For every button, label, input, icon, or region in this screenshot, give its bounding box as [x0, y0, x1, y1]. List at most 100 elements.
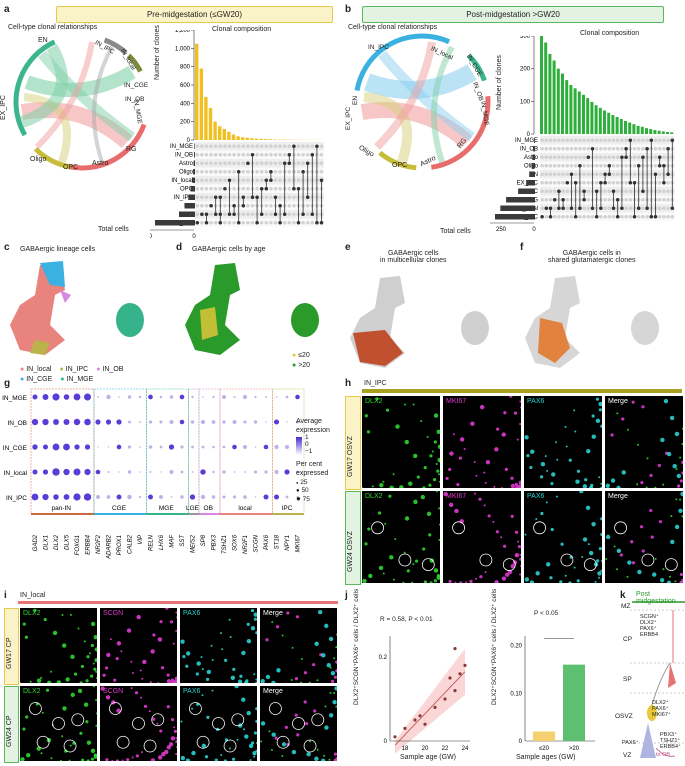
expression-dot	[64, 394, 70, 400]
b-matrix-dot	[553, 164, 557, 168]
panel-d-title: GABAergic cells by age	[192, 246, 266, 253]
b-matrix-dot	[654, 155, 658, 159]
b-clone-bar	[628, 123, 631, 134]
expression-dot	[53, 444, 60, 451]
b-matrix-dot	[616, 138, 620, 142]
channel-label: DLX2	[365, 398, 383, 405]
a-matrix-dot	[196, 221, 200, 225]
gene-label: PAX6	[264, 534, 270, 550]
a-matrix-dot	[297, 161, 301, 165]
a-matrix-dot	[301, 161, 305, 165]
upset-b-xlabel: Total cells	[440, 228, 471, 235]
gene-label: DLX1	[44, 535, 50, 550]
expression-dot	[191, 446, 194, 449]
b-matrix-dot	[566, 147, 570, 151]
channel-label: MKI67	[446, 398, 466, 405]
expression-dot	[212, 396, 214, 398]
expression-dot	[84, 419, 91, 426]
expression-dot	[108, 471, 110, 473]
a-matrix-dot	[223, 161, 227, 165]
b-matrix-dot	[553, 155, 557, 159]
expression-dot	[96, 470, 101, 475]
a-matrix-dot	[269, 161, 273, 165]
a-matrix-dot	[228, 161, 232, 165]
b-clone-bar	[557, 69, 560, 134]
expression-dot	[32, 444, 37, 449]
b-matrix-dot	[666, 198, 670, 202]
y-tick-label: 0.20	[510, 644, 522, 650]
a-matrix-dot	[255, 153, 259, 157]
expression-dot	[223, 446, 226, 449]
b-matrix-dot	[645, 215, 649, 219]
expression-dot	[295, 395, 300, 400]
b-clone-bar	[637, 126, 640, 134]
chord-diagram-a	[0, 30, 175, 175]
expression-dot	[202, 396, 203, 397]
b-matrix-dot	[561, 164, 565, 168]
b-matrix-dot	[553, 198, 557, 202]
b-matrix-dot	[587, 189, 591, 193]
a-matrix-dot	[288, 204, 292, 208]
a-matrix-dot	[200, 144, 204, 148]
b-matrix-dot	[637, 147, 641, 151]
a-matrix-dot	[209, 195, 213, 199]
expression-dot	[73, 493, 80, 500]
b-matrix-dot	[658, 189, 662, 193]
expression-dot	[149, 420, 152, 423]
b-matrix-dot	[582, 181, 586, 185]
a-total-bar	[192, 178, 195, 184]
a-matrix-dot	[311, 144, 315, 148]
a-y-tick-label: 400	[180, 101, 191, 107]
b-matrix-dot	[612, 164, 616, 168]
b-matrix-dot	[624, 181, 628, 185]
gene-label: MAF	[170, 535, 176, 548]
b-matrix-dot	[545, 198, 549, 202]
panel-i-letter: i	[4, 590, 7, 601]
b-matrix-dot	[666, 206, 670, 210]
zone-sp: SP	[623, 676, 632, 683]
b-matrix-dot	[591, 138, 595, 142]
panel-i-header-bar	[18, 601, 338, 604]
b-matrix-dot	[654, 164, 658, 168]
b-matrix-dot	[595, 172, 599, 176]
expression-dot	[139, 396, 141, 398]
b-matrix-dot	[587, 172, 591, 176]
a-matrix-dot	[278, 195, 282, 199]
expression-dot	[180, 395, 185, 400]
b-matrix-dot	[557, 164, 561, 168]
a-matrix-dot	[214, 153, 218, 157]
k-markers-bottom: PBX3⁺TSHZ1⁺ERBB4⁺	[660, 732, 681, 750]
channel-label: PAX6	[183, 688, 200, 695]
expression-dot	[160, 446, 163, 449]
b-matrix-dot	[540, 181, 544, 185]
a-matrix-dot	[242, 170, 246, 174]
b-matrix-dot	[662, 147, 666, 151]
y-tick-label: 0.2	[379, 655, 388, 661]
b-matrix-dot	[540, 164, 544, 168]
b-matrix-dot	[557, 147, 561, 151]
a-matrix-dot	[223, 195, 227, 199]
i-grid-image-scgn-row2: SCGN	[100, 686, 177, 761]
chord-a-label-ex-ipc: EX_IPC	[0, 95, 7, 120]
a-matrix-dot	[255, 144, 259, 148]
data-point	[433, 706, 436, 709]
expression-dot	[128, 395, 131, 398]
gene-label: GAD2	[33, 534, 39, 551]
a-total-bar	[188, 195, 195, 201]
b-clone-bar	[561, 74, 564, 134]
b-matrix-dot	[633, 147, 637, 151]
b-matrix-dot	[608, 155, 612, 159]
expression-dot	[243, 395, 247, 399]
a-matrix-dot	[209, 153, 213, 157]
panel-h-header: IN_IPC	[364, 380, 387, 387]
data-point	[423, 723, 426, 726]
b-matrix-dot	[549, 189, 553, 193]
channel-label: Merge	[608, 493, 628, 500]
a-matrix-dot	[214, 178, 218, 182]
a-matrix-dot	[274, 153, 278, 157]
k-pax6: PAX6⁺	[622, 740, 639, 746]
a-matrix-dot	[232, 221, 236, 225]
b-matrix-dot	[599, 164, 603, 168]
a-matrix-dot	[228, 221, 232, 225]
i-grid-image-pax6-row2: PAX6	[180, 686, 257, 761]
